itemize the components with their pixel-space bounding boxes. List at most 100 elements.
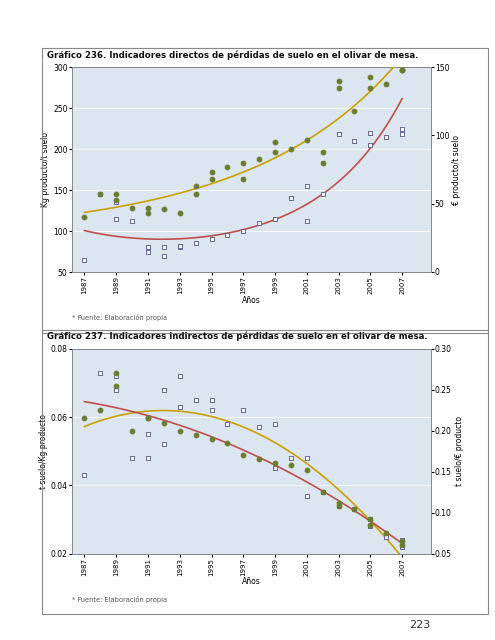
Point xyxy=(207,174,215,184)
Point xyxy=(97,367,104,378)
Point xyxy=(97,189,104,199)
Point xyxy=(319,189,327,199)
Point xyxy=(112,197,120,207)
Point xyxy=(382,531,390,541)
Point xyxy=(239,174,247,184)
Point xyxy=(207,234,215,244)
Point xyxy=(223,419,231,429)
Point xyxy=(366,514,374,524)
Point xyxy=(176,243,184,253)
Y-axis label: Kg producto/t suelo: Kg producto/t suelo xyxy=(41,132,50,207)
Point xyxy=(223,162,231,172)
Point xyxy=(366,72,374,82)
Text: * Fuente: Elaboración propia: * Fuente: Elaboración propia xyxy=(72,314,167,321)
Point xyxy=(398,65,406,75)
Point xyxy=(81,413,89,424)
Point xyxy=(207,405,215,415)
Point xyxy=(97,405,104,415)
Point xyxy=(128,203,136,213)
Text: * Fuente: Elaboración propia: * Fuente: Elaboración propia xyxy=(72,596,167,603)
Point xyxy=(303,134,311,145)
Point xyxy=(192,429,199,440)
Point xyxy=(350,106,358,116)
Point xyxy=(287,460,295,470)
Point xyxy=(382,132,390,142)
Text: Gráfico 237. Indicadores indirectos de pérdidas de suelo en el olivar de mesa.: Gráfico 237. Indicadores indirectos de p… xyxy=(47,332,428,341)
Point xyxy=(112,371,120,381)
Point xyxy=(144,246,152,257)
Point xyxy=(398,536,406,547)
Point xyxy=(271,419,279,429)
Point xyxy=(160,243,168,253)
Point xyxy=(366,520,374,530)
Point xyxy=(176,402,184,412)
Point xyxy=(398,65,406,75)
Point xyxy=(144,243,152,253)
Point xyxy=(192,181,199,191)
Point xyxy=(366,127,374,138)
Point xyxy=(271,458,279,468)
Point xyxy=(319,487,327,497)
Point xyxy=(303,216,311,227)
Point xyxy=(160,385,168,395)
Point xyxy=(271,214,279,224)
Point xyxy=(239,405,247,415)
Point xyxy=(335,500,343,511)
Point xyxy=(319,487,327,497)
Point xyxy=(287,144,295,154)
Point xyxy=(144,453,152,463)
X-axis label: Años: Años xyxy=(242,296,260,305)
Point xyxy=(398,535,406,545)
Text: Gráfico 236. Indicadores directos de pérdidas de suelo en el olivar de mesa.: Gráfico 236. Indicadores directos de pér… xyxy=(47,50,419,60)
Point xyxy=(144,413,152,424)
Point xyxy=(160,250,168,260)
Point xyxy=(144,413,152,424)
Point xyxy=(287,193,295,204)
Text: 223: 223 xyxy=(409,621,431,630)
Point xyxy=(192,395,199,405)
Point xyxy=(160,417,168,428)
Legend: Kg producto/t suelo, € producto/t suelo: Kg producto/t suelo, € producto/t suelo xyxy=(159,363,343,375)
Point xyxy=(335,498,343,508)
Point xyxy=(239,226,247,236)
Point xyxy=(239,450,247,460)
Point xyxy=(335,83,343,93)
Point xyxy=(366,521,374,531)
Point xyxy=(176,208,184,218)
Point xyxy=(255,422,263,433)
Point xyxy=(112,381,120,391)
Point xyxy=(255,154,263,164)
Point xyxy=(128,453,136,463)
Point xyxy=(160,204,168,214)
Point xyxy=(239,405,247,415)
Point xyxy=(303,465,311,475)
Point xyxy=(207,167,215,177)
Point xyxy=(382,79,390,89)
Point xyxy=(176,426,184,436)
Point xyxy=(398,541,406,552)
Point xyxy=(81,255,89,265)
Point xyxy=(112,214,120,224)
Point xyxy=(319,147,327,157)
Point xyxy=(144,429,152,439)
Point xyxy=(398,540,406,550)
Point xyxy=(366,515,374,525)
Point xyxy=(398,129,406,140)
Point xyxy=(97,189,104,199)
X-axis label: Años: Años xyxy=(242,577,260,586)
Point xyxy=(366,83,374,93)
Point xyxy=(350,136,358,146)
Point xyxy=(303,181,311,191)
Point xyxy=(207,434,215,444)
Point xyxy=(271,463,279,474)
Point xyxy=(128,216,136,227)
Point xyxy=(192,238,199,248)
Point xyxy=(223,438,231,448)
Point xyxy=(319,157,327,168)
Point xyxy=(287,453,295,463)
Point xyxy=(271,137,279,147)
Point xyxy=(128,426,136,436)
Point xyxy=(144,203,152,213)
Point xyxy=(112,385,120,395)
Point xyxy=(239,226,247,236)
